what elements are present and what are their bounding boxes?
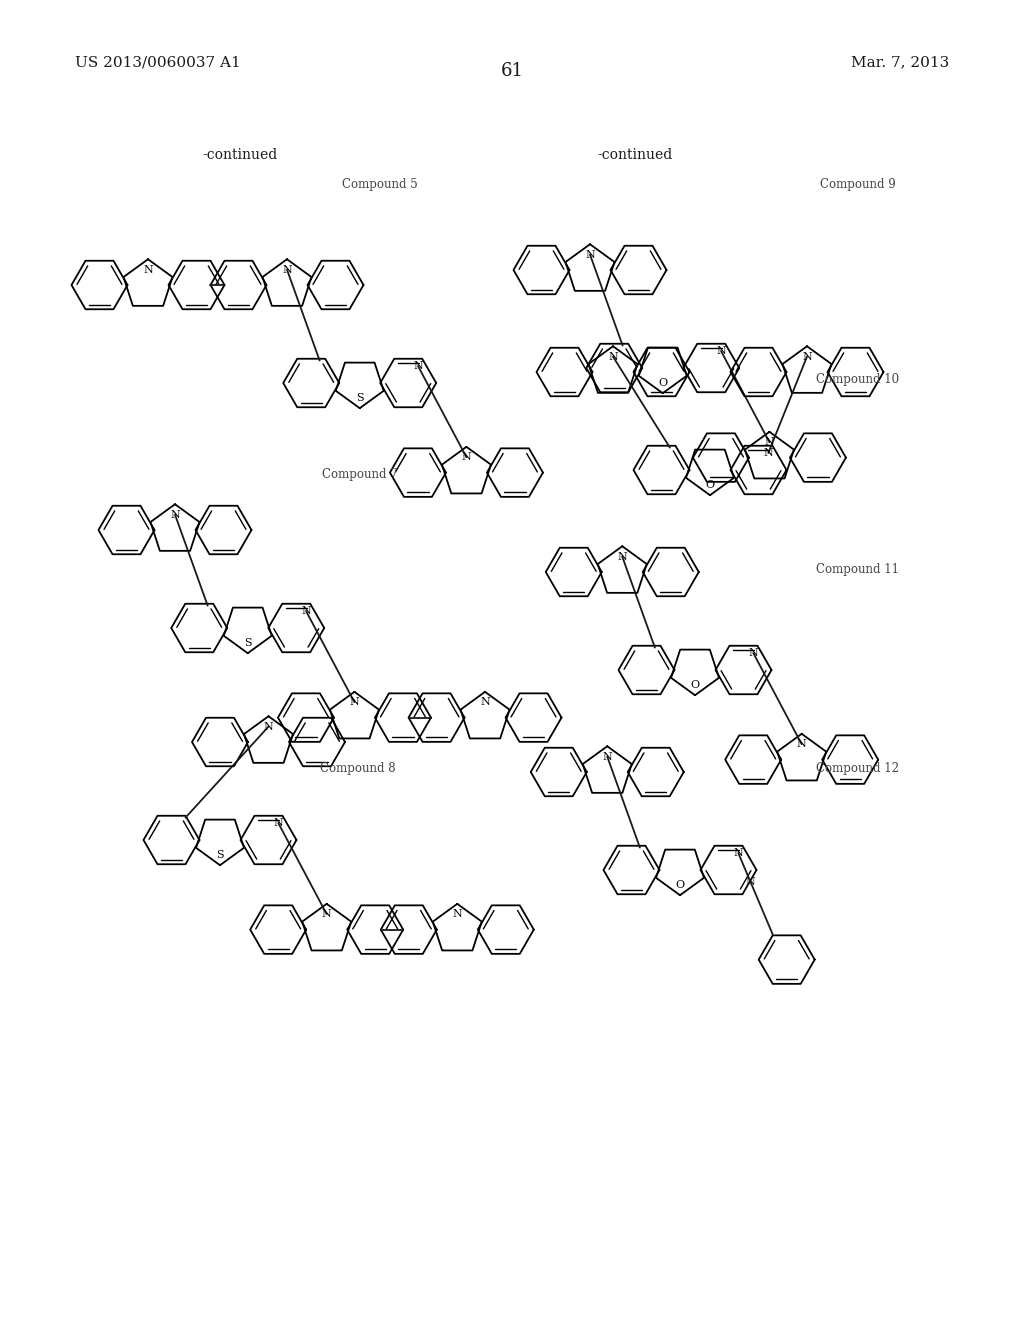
Text: N: N bbox=[716, 346, 726, 356]
Text: Compound 12: Compound 12 bbox=[816, 762, 899, 775]
Text: S: S bbox=[356, 393, 364, 404]
Text: Compound 9: Compound 9 bbox=[820, 178, 896, 191]
Text: O: O bbox=[658, 379, 668, 388]
Text: Compound 7: Compound 7 bbox=[323, 469, 398, 480]
Text: N: N bbox=[764, 447, 773, 458]
Text: N: N bbox=[745, 876, 756, 887]
Text: N: N bbox=[283, 264, 292, 275]
Text: S: S bbox=[244, 639, 252, 648]
Text: N: N bbox=[301, 606, 311, 616]
Text: Mar. 7, 2013: Mar. 7, 2013 bbox=[851, 55, 949, 69]
Text: N: N bbox=[143, 264, 153, 275]
Text: N: N bbox=[602, 751, 612, 762]
Text: S: S bbox=[216, 850, 224, 861]
Text: N: N bbox=[480, 697, 489, 708]
Text: N: N bbox=[733, 847, 743, 858]
Text: 61: 61 bbox=[501, 62, 523, 81]
Text: N: N bbox=[273, 818, 284, 828]
Text: N: N bbox=[608, 351, 617, 362]
Text: -continued: -continued bbox=[203, 148, 278, 162]
Text: N: N bbox=[322, 909, 332, 919]
Text: Compound 11: Compound 11 bbox=[816, 564, 899, 576]
Text: N: N bbox=[749, 648, 758, 659]
Text: N: N bbox=[802, 351, 812, 362]
Text: O: O bbox=[706, 480, 715, 491]
Text: O: O bbox=[676, 880, 685, 891]
Text: Compound 5: Compound 5 bbox=[342, 178, 418, 191]
Text: N: N bbox=[462, 453, 471, 462]
Text: N: N bbox=[765, 437, 774, 447]
Text: -continued: -continued bbox=[597, 148, 673, 162]
Text: N: N bbox=[263, 722, 273, 731]
Text: N: N bbox=[585, 249, 595, 260]
Text: N: N bbox=[349, 697, 359, 708]
Text: N: N bbox=[453, 909, 462, 919]
Text: Compound 8: Compound 8 bbox=[321, 762, 396, 775]
Text: N: N bbox=[617, 552, 627, 561]
Text: Compound 10: Compound 10 bbox=[816, 374, 899, 385]
Text: US 2013/0060037 A1: US 2013/0060037 A1 bbox=[75, 55, 241, 69]
Text: N: N bbox=[797, 739, 807, 750]
Text: N: N bbox=[413, 362, 423, 371]
Text: O: O bbox=[690, 680, 699, 690]
Text: N: N bbox=[170, 510, 180, 520]
